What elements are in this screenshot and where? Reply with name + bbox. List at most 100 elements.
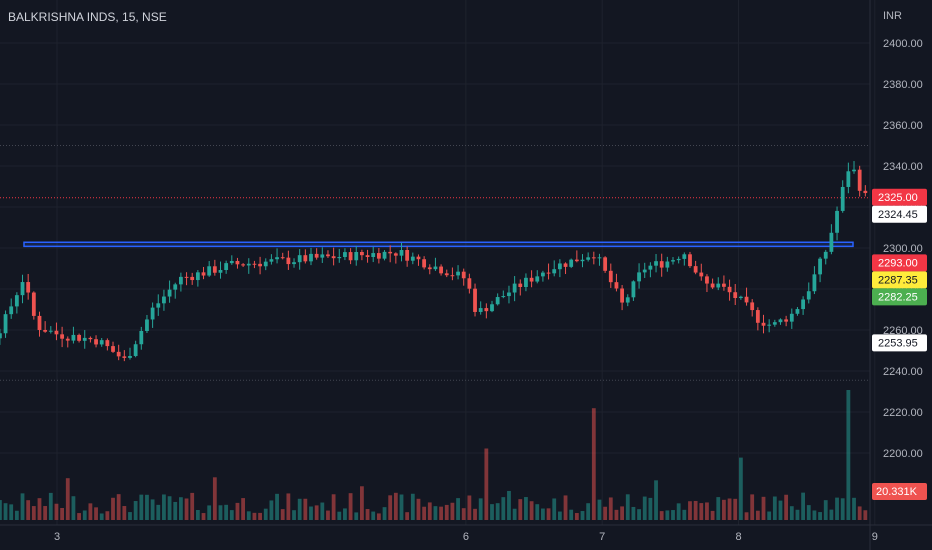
candle-body [727, 286, 732, 293]
volume-bar [297, 498, 302, 520]
volume-bar [43, 506, 48, 520]
candle-body [320, 254, 325, 258]
candle-body [376, 253, 381, 259]
volume-bar [422, 506, 427, 520]
volume-bar [835, 497, 839, 520]
candle-body [382, 251, 387, 259]
y-tick-label: 2400.00 [883, 38, 923, 50]
volume-bar [552, 498, 557, 520]
candle-body [507, 292, 511, 297]
volume-bar [625, 494, 630, 520]
volume-bar [184, 498, 189, 520]
candle-body [546, 272, 551, 274]
candle-body [82, 337, 87, 341]
volume-bar [795, 509, 800, 520]
candle-body [569, 259, 574, 267]
candle-body [580, 259, 585, 262]
volume-bar [597, 499, 602, 520]
x-tick-label: 3 [54, 531, 60, 543]
volume-bar [376, 513, 381, 520]
volume-bar [331, 494, 336, 520]
volume-bar [580, 511, 585, 520]
volume-bar [761, 496, 766, 520]
candle-body [456, 271, 460, 276]
volume-bar [806, 505, 811, 520]
candle-body [806, 291, 811, 300]
volume-bar [507, 490, 511, 520]
volume-bar [150, 499, 155, 520]
candle-body [48, 330, 53, 332]
candle-body [303, 255, 308, 262]
candle-body [139, 331, 144, 345]
volume-bar [671, 510, 675, 520]
candle-body [229, 260, 234, 264]
volume-bar [354, 512, 359, 520]
dotted-levels [0, 145, 870, 381]
candle-body [688, 254, 692, 267]
candle-body [99, 340, 104, 345]
volume-bar [416, 498, 421, 520]
candle-body [676, 258, 681, 261]
candle-body [427, 267, 432, 270]
volume-bar [382, 507, 387, 520]
volume-bar [654, 480, 658, 520]
candle-body [348, 252, 353, 261]
candle-body [557, 263, 562, 270]
candle-body [823, 251, 828, 259]
candle-body [467, 278, 472, 289]
volume-tag-bg [872, 483, 927, 500]
candle-body [393, 253, 398, 256]
candle-body [9, 306, 14, 315]
candle-body [37, 315, 42, 330]
volume-bar [111, 497, 115, 520]
candle-body [665, 261, 670, 268]
time-axis[interactable]: 3678910 [54, 531, 932, 543]
candle-body [642, 269, 647, 273]
volume-bar [133, 501, 138, 520]
candle-body [671, 260, 675, 262]
volume-bar [224, 504, 229, 520]
volume-bar [280, 509, 285, 520]
volume-bar [591, 408, 596, 520]
candle-body [761, 322, 766, 326]
candlesticks [0, 161, 868, 362]
price-tag-bg [872, 288, 927, 306]
volume-bar [178, 497, 183, 520]
volume-bar [812, 510, 817, 520]
price-tags: 2325.00 2324.45 2293.00 2287.35 2282.25 2253.… [872, 188, 927, 500]
candle-body [337, 257, 342, 259]
volume-tag-label: 20.331K [876, 486, 918, 498]
volume-bar [789, 506, 794, 520]
volume-bar [569, 509, 574, 520]
candle-body [699, 272, 704, 277]
candle-body [529, 277, 534, 282]
volume-bar [252, 512, 257, 520]
volume-bar [9, 504, 14, 520]
volume-bar [665, 510, 670, 520]
candle-body [852, 169, 856, 172]
volume-bar [450, 502, 455, 520]
volume-bar [586, 503, 591, 520]
candle-body [625, 297, 630, 303]
volume-bar [716, 497, 721, 520]
volume-bar [772, 496, 777, 520]
candle-body [603, 257, 608, 271]
candle-body [150, 307, 155, 320]
volume-bar [784, 494, 789, 520]
candle-body [218, 269, 223, 273]
volume-bar [620, 506, 624, 520]
candle-body [31, 292, 36, 316]
volume-bar [444, 504, 449, 520]
volume-bar [512, 508, 517, 520]
candle-body [461, 271, 466, 279]
volume-bar [241, 498, 246, 520]
candle-body [26, 282, 31, 293]
candle-body [631, 281, 636, 298]
candle-body [0, 333, 2, 339]
candle-body [648, 265, 653, 270]
candle-body [422, 259, 427, 268]
candle-body [705, 276, 709, 284]
candle-body [246, 263, 251, 266]
